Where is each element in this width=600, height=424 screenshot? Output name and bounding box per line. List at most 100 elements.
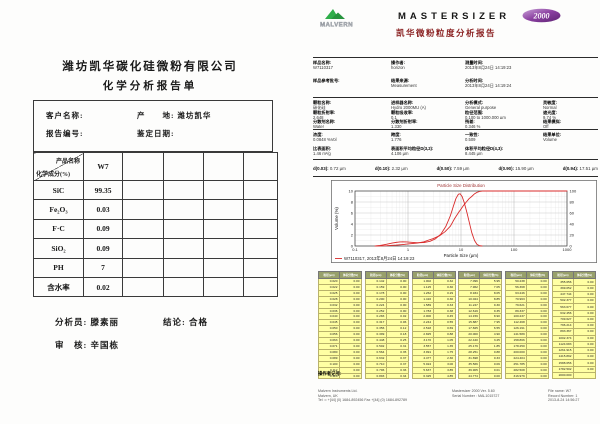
x-axis-label: Particle Size (µm) xyxy=(444,253,479,258)
info-cell: 进样器名称: Hydro 2000MU (A) xyxy=(391,100,465,110)
info-label: 跨度: xyxy=(391,131,401,137)
size-header: 粒径(µm) xyxy=(505,271,528,279)
empty-cell xyxy=(203,276,244,298)
empty-cell xyxy=(122,238,164,259)
empty-cell xyxy=(203,257,244,278)
diagonal-top-label: 产品名称 xyxy=(55,159,80,165)
info-label: 分析时间: xyxy=(465,78,484,83)
component-value: 0.09 xyxy=(83,218,123,240)
operator-note-label: 操作者记号: xyxy=(318,371,342,376)
footer-line: 2013-8-24 14:56:27 xyxy=(548,398,580,403)
empty-cell xyxy=(122,218,164,240)
info-label: 一致性: xyxy=(465,131,479,137)
diagonal-bottom-label: 化学成分(%) xyxy=(36,172,70,178)
report-no-label: 报告编号: xyxy=(46,129,84,138)
info-value: 4.106 µm xyxy=(391,150,409,156)
y-left-tick-label: 2 xyxy=(351,232,354,237)
info-label: 结果单位: xyxy=(543,131,562,137)
volume-header: 体积分数(%) xyxy=(479,271,503,279)
size-table-row: 35.566 0.09 xyxy=(458,360,503,368)
y-right-tick-label: 100 xyxy=(570,188,577,193)
cumulative-volume-curve xyxy=(374,190,568,247)
size-subtable: 粒径(µm) 体积分数(%) 1.002 0.32 1.125 0.30 1.262 0.29… xyxy=(411,271,456,380)
chemical-analysis-table: 产品名称 化学成分(%) W7 SiC 99.35 Fe₂O₃ 0.03 F·C 0.09 SiO… xyxy=(33,152,278,298)
info-cell: 颗粒名称: 碳化硅 xyxy=(313,100,391,110)
empty-cell xyxy=(243,199,278,220)
reviewer-signature: 审 核: 辛国栋 xyxy=(55,340,119,350)
info-cell: 比表面积: 1.46 m²/g xyxy=(313,146,391,160)
volume-header: 体积分数(%) xyxy=(339,271,362,279)
footer-line: Mastersizer 2000 Ver. 5.60 xyxy=(452,389,495,393)
size-table-row: 200.000 0.00 xyxy=(505,348,550,356)
volume-frequency-curve xyxy=(374,193,483,247)
info-label: 测量时间: xyxy=(465,60,484,65)
diagonal-header-cell: 产品名称化学成分(%) xyxy=(33,152,84,181)
info-cell: 分散剂折射率: 1.330 xyxy=(391,119,465,129)
info-value: Off xyxy=(543,124,549,129)
percentile-item: d(0.10): 2.32 µm xyxy=(375,166,408,171)
chem-table-header-row: 产品名称 化学成分(%) W7 xyxy=(33,152,278,181)
size-header: 粒径(µm) xyxy=(458,271,481,279)
chem-table-row: SiO₂ 0.09 xyxy=(33,238,278,259)
percentile-item: d(0.50): 7.59 µm xyxy=(437,166,470,171)
size-table-row: 44.774 0.00 xyxy=(458,372,503,380)
component-value: 0.03 xyxy=(83,199,123,220)
y-left-tick-label: 6 xyxy=(351,210,354,215)
y-left-tick-label: 4 xyxy=(351,221,354,226)
info-value: 0.100 to 1000.000 µm xyxy=(465,114,506,120)
malvern-logo: MALVERN xyxy=(318,6,356,37)
empty-cell xyxy=(203,238,244,259)
info-value: 2013年8月24日 14:19:24 xyxy=(465,83,512,88)
info-cell: 测量时间: 2013年8月24日 14:19:23 xyxy=(465,60,598,78)
empty-cell xyxy=(163,218,204,240)
mastersizer-2000-badge: 2000 xyxy=(522,8,562,28)
size-table-row: 0.710 0.37 xyxy=(364,360,409,368)
y-left-tick-label: 10 xyxy=(349,188,354,193)
particle-report-title: 凯华微粉粒度分析报告 xyxy=(396,28,497,38)
info-label: 颗粒吸收率: xyxy=(391,109,414,115)
size-table-row: 399.052 0.00 xyxy=(551,284,596,292)
sample-info-grid: 样品名称: W7110317 操作者: horizon 测量时间: 2013年8月24日 … xyxy=(313,60,598,96)
empty-cell xyxy=(203,179,244,201)
x-tick-label: 1000 xyxy=(563,247,573,252)
info-label: 结果来源: xyxy=(391,78,410,83)
footer-line: Malvern Instruments Ltd. xyxy=(318,389,358,393)
info-value: Water xyxy=(313,124,325,129)
origin-label: 产 地: 潍坊凯华 xyxy=(137,111,212,120)
info-value: 0.509 xyxy=(465,136,476,142)
size-table-row: 22.440 3.25 xyxy=(458,337,503,344)
info-label: 结果模拟: xyxy=(543,119,562,125)
footer-address: Malvern Instruments Ltd. Malvern, UK Tel :… xyxy=(318,389,448,403)
size-value: 0.893 xyxy=(364,372,387,380)
info-label: 进样器名称: xyxy=(391,100,414,105)
info-label: 颗粒名称: xyxy=(313,100,332,105)
info-value: General purpose xyxy=(465,105,497,110)
svg-text:MALVERN: MALVERN xyxy=(320,22,353,29)
info-cell: 跨度: 1.776 xyxy=(391,132,465,146)
size-table-row: 0.126 0.00 xyxy=(318,372,362,380)
info-label: 样品参考批号: xyxy=(313,78,340,83)
percentile-row: d(0.03): 0.72 µm d(0.10): 2.32 µm d(0.50):… xyxy=(313,166,598,171)
volume-header: 体积分数(%) xyxy=(385,271,409,279)
info-cell: 颗粒吸收率: 0.1 xyxy=(391,110,465,120)
chem-table-row: F·C 0.09 xyxy=(33,218,278,240)
size-table-row: 0.050 0.00 xyxy=(318,325,362,333)
size-table-row: 0.448 0.25 xyxy=(364,337,409,344)
info-value: 碳化硅 xyxy=(313,105,326,110)
y-right-tick-label: 20 xyxy=(570,232,575,237)
component-value: 99.35 xyxy=(83,179,123,201)
info-value: 0.346 % xyxy=(465,124,481,129)
y-left-tick-label: 8 xyxy=(351,199,354,204)
footer-line: File name: W7 xyxy=(548,389,572,393)
empty-cell xyxy=(243,257,278,278)
info-value: W7110317 xyxy=(313,65,333,70)
info-cell: 样品名称: W7110317 xyxy=(313,60,391,78)
info-value: 9.74 % xyxy=(543,114,557,120)
size-value: 44.774 xyxy=(458,372,481,380)
info-value: Normal xyxy=(543,105,557,110)
info-cell: 结果模拟: Off xyxy=(543,119,598,129)
percentile-value: 15.90 µm xyxy=(515,166,534,171)
volume-header: 体积分数(%) xyxy=(572,270,596,280)
info-value: 0.1 xyxy=(391,114,397,120)
report-info-box: 客户名称: 产 地: 潍坊凯华 报告编号: 鉴定日期: xyxy=(33,100,273,152)
